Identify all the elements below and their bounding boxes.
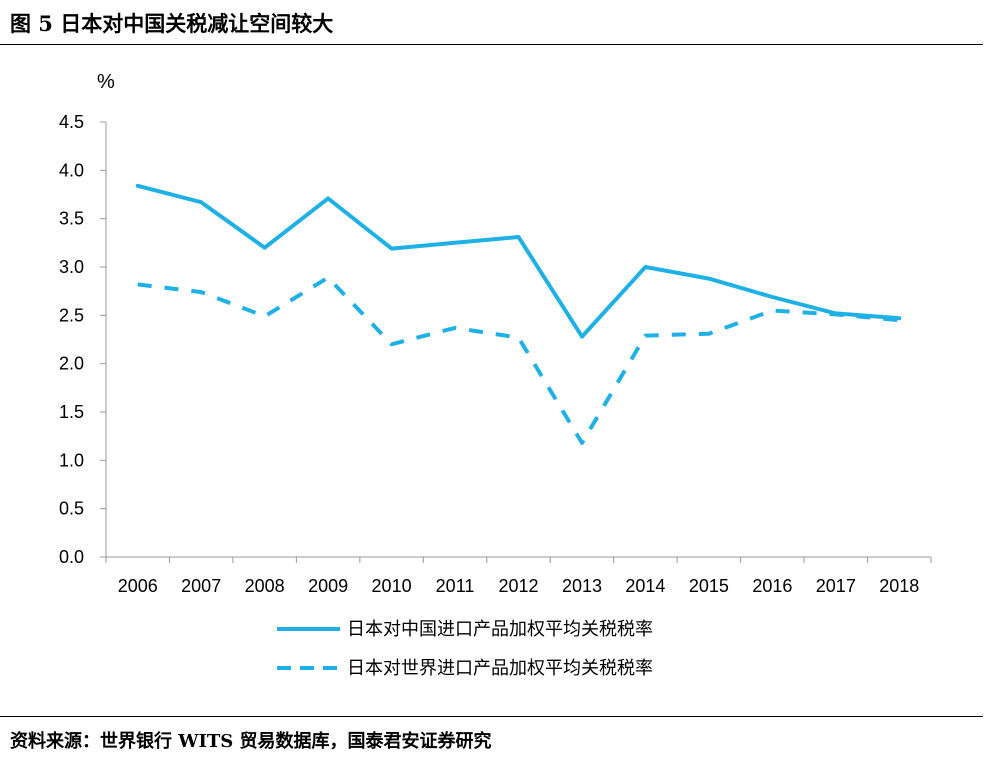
- y-tick-label: 4.0: [59, 160, 84, 180]
- x-tick-label: 2017: [816, 576, 856, 596]
- line-chart: % 0.00.51.01.52.02.53.03.54.04.5 2006 200…: [59, 71, 932, 679]
- x-tick-label: 2007: [181, 576, 221, 596]
- y-tick-label: 2.5: [59, 305, 84, 325]
- x-tick-label: 2012: [498, 576, 538, 596]
- y-tick-label: 0.5: [59, 499, 84, 519]
- y-tick-label: 3.0: [59, 257, 84, 277]
- x-tick-label: 2009: [308, 576, 348, 596]
- x-tick-label: 2006: [118, 576, 158, 596]
- y-axis: 0.0 0.5 1.0 1.5 2.0 2.5 3.0 3.5 4.0 4.5: [59, 112, 107, 567]
- x-tick-label: 2011: [436, 576, 475, 596]
- x-tick-label: 2016: [752, 576, 792, 596]
- x-tick-label: 2013: [562, 576, 602, 596]
- series-line-1: [135, 183, 902, 339]
- y-tick-label: 0.0: [59, 547, 84, 567]
- title-divider: [0, 44, 983, 45]
- x-tick-label: 2014: [625, 576, 665, 596]
- y-tick-label: 4.5: [59, 112, 84, 132]
- legend-label-2: 日本对世界进口产品加权平均关税税率: [347, 658, 653, 679]
- x-tick-label: 2018: [879, 576, 919, 596]
- source-divider: [0, 716, 983, 717]
- y-axis-unit-label: %: [97, 71, 115, 93]
- x-tick-label: 2010: [372, 576, 412, 596]
- x-tick-label: 2008: [245, 576, 285, 596]
- y-tick-label: 1.5: [59, 402, 84, 422]
- series-line-2: [137, 275, 900, 445]
- series-lines: [135, 183, 902, 445]
- y-tick-label: 1.0: [59, 450, 84, 470]
- x-tick-label: 2015: [689, 576, 729, 596]
- source-note: 资料来源：世界银行 WITS 贸易数据库，国泰君安证券研究: [10, 731, 492, 752]
- x-axis: 2006 2007 2008 2009 2010 2011 2012 2013 2014 2015…: [105, 556, 932, 596]
- y-tick-label: 3.5: [59, 209, 84, 229]
- y-tick-label: 2.0: [59, 354, 84, 374]
- figure-title: 图 5 日本对中国关税减让空间较大: [10, 11, 334, 36]
- legend-label-1: 日本对中国进口产品加权平均关税税率: [347, 619, 653, 640]
